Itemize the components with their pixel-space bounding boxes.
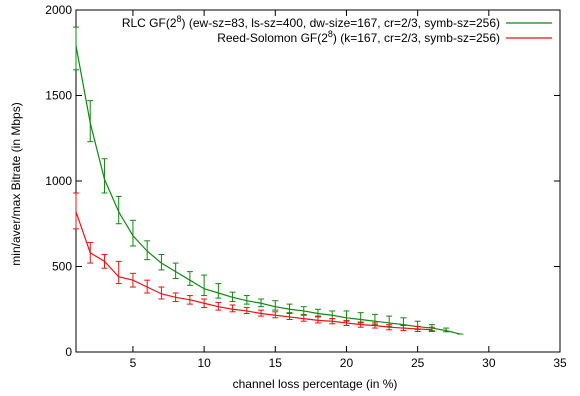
y-tick-label: 500 bbox=[52, 260, 72, 274]
y-tick-label: 2000 bbox=[45, 3, 72, 17]
legend-label-superscript: 8 bbox=[177, 14, 182, 24]
y-axis-label: min/aver/max Bitrate (in Mbps) bbox=[9, 102, 23, 265]
plot-frame bbox=[75, 9, 561, 353]
y-tick-label: 1500 bbox=[45, 89, 72, 103]
x-axis-label: channel loss percentage (in %) bbox=[233, 377, 398, 391]
legend-label-main: RLC GF(2 bbox=[122, 16, 177, 30]
legend-label-rest: ) (ew-sz=83, ls-sz=400, dw-size=167, cr=… bbox=[182, 16, 500, 30]
series-line bbox=[75, 211, 432, 331]
legend-label: RLC GF(28) (ew-sz=83, ls-sz=400, dw-size… bbox=[122, 14, 500, 30]
series-layer bbox=[73, 26, 464, 335]
x-tick-label: 25 bbox=[411, 356, 425, 370]
x-tick-label: 5 bbox=[130, 356, 137, 370]
legend-label-main: Reed-Solomon GF(2 bbox=[217, 31, 328, 45]
plot-border bbox=[75, 9, 561, 353]
x-tick-label: 15 bbox=[269, 356, 283, 370]
series-reed-solomon bbox=[73, 192, 435, 332]
y-tick-label: 1000 bbox=[45, 174, 72, 188]
y-tick-label: 0 bbox=[65, 345, 72, 359]
legend-label: Reed-Solomon GF(28) (k=167, cr=2/3, symb… bbox=[217, 29, 500, 45]
x-tick-label: 20 bbox=[340, 356, 354, 370]
y-axis: 0 500 1000 1500 2000 bbox=[45, 3, 560, 359]
legend: RLC GF(28) (ew-sz=83, ls-sz=400, dw-size… bbox=[122, 14, 552, 45]
x-tick-label: 35 bbox=[553, 356, 567, 370]
legend-label-rest: ) (k=167, cr=2/3, symb-sz=256) bbox=[333, 31, 500, 45]
x-tick-label: 10 bbox=[197, 356, 211, 370]
series-rlc bbox=[73, 26, 464, 335]
series-line bbox=[75, 45, 461, 335]
x-tick-label: 30 bbox=[482, 356, 496, 370]
x-axis: 5 10 15 20 25 30 35 bbox=[130, 10, 567, 370]
legend-label-superscript: 8 bbox=[328, 29, 333, 39]
